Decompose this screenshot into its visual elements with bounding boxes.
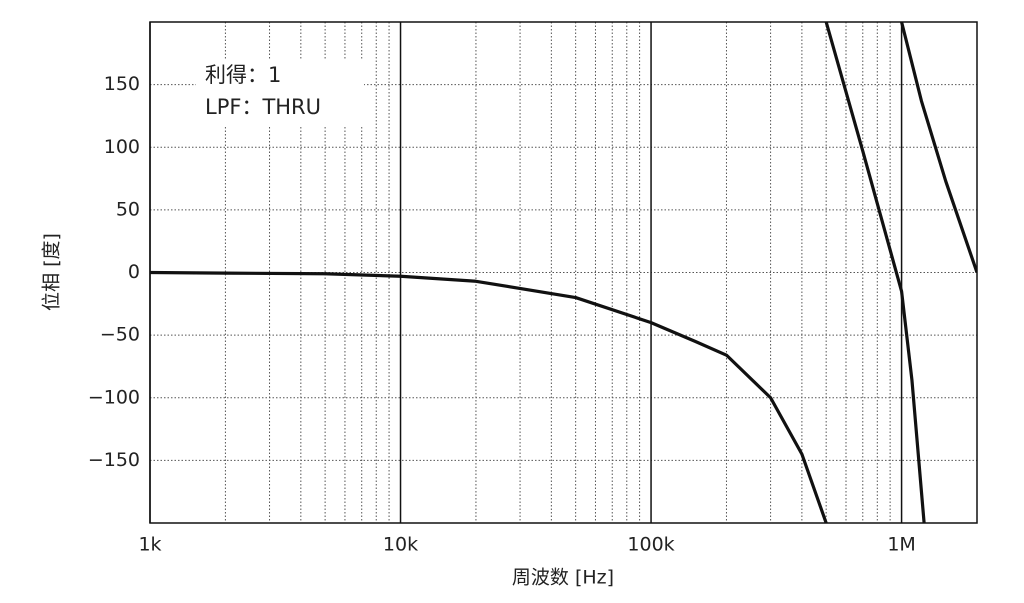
y-tick-label: −150 — [88, 449, 140, 471]
y-tick-label: −50 — [100, 324, 140, 346]
annotation: 利得：1 — [205, 63, 281, 87]
y-tick-label: −100 — [88, 386, 140, 408]
plot-frame — [149, 21, 978, 524]
x-tick-label: 100k — [627, 534, 674, 556]
x-tick-label: 1k — [138, 534, 161, 556]
y-tick-label: 150 — [104, 73, 140, 95]
curves — [150, 22, 977, 523]
y-axis-label: 位相 [度] — [41, 233, 63, 311]
annotation-box — [196, 60, 364, 126]
y-tick-label: 50 — [116, 198, 140, 220]
y-tick-label: 100 — [104, 136, 140, 158]
x-tick-label: 1M — [887, 534, 915, 556]
y-tick-label: 0 — [128, 261, 140, 283]
phase-line — [150, 22, 977, 523]
x-tick-label: 10k — [383, 534, 418, 556]
x-axis-label: 周波数 [Hz] — [512, 567, 614, 589]
annotation: LPF：THRU — [205, 95, 321, 119]
